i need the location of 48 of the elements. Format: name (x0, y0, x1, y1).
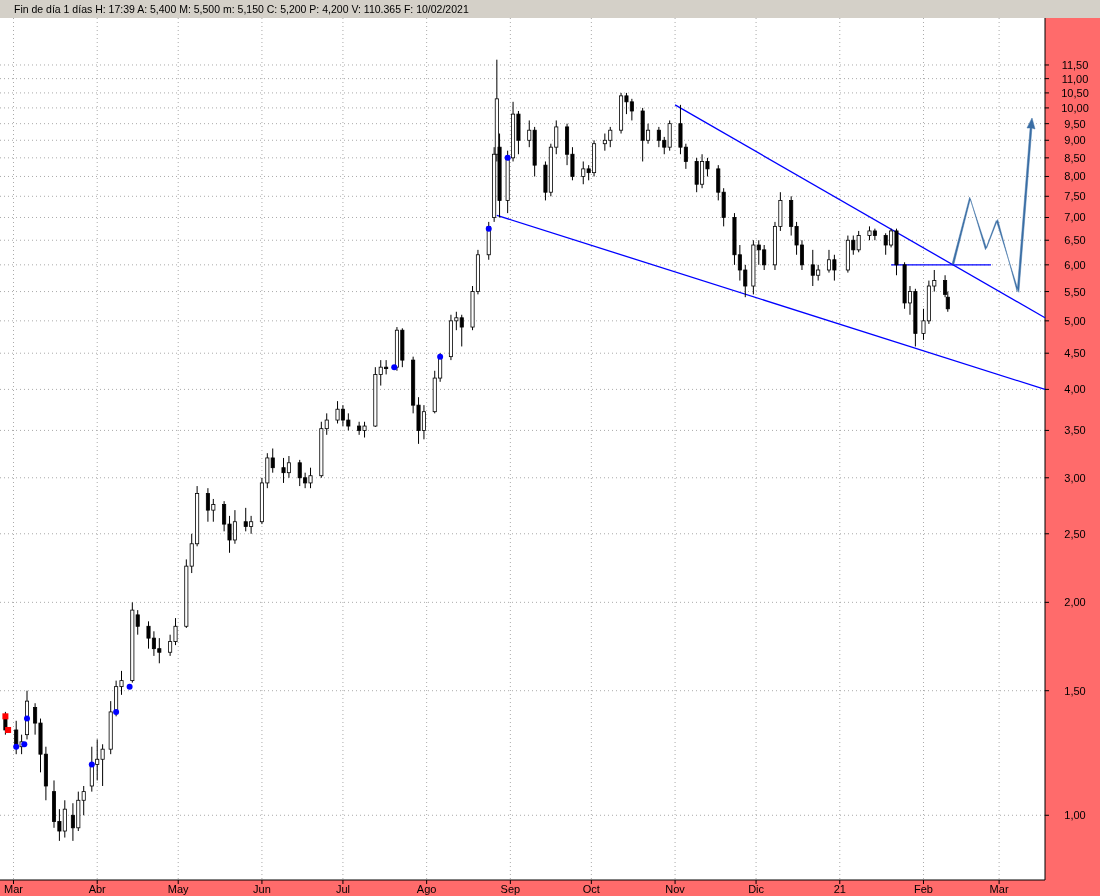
point (113, 708, 120, 715)
x-tick-label: Feb (914, 883, 933, 895)
y-tick-label: 1,00 (1064, 809, 1086, 822)
point (5, 726, 12, 733)
y-tick-label: 8,00 (1064, 170, 1086, 183)
y-tick-label: 7,00 (1064, 211, 1086, 224)
y-tick-label: 10,50 (1061, 86, 1089, 99)
y-tick-label: 6,00 (1064, 258, 1086, 271)
y-tick-label: 1,50 (1064, 684, 1086, 697)
point (2, 713, 9, 720)
y-tick-label: 6,50 (1064, 234, 1086, 247)
point (437, 353, 444, 360)
y-tick-label: 4,00 (1064, 383, 1086, 396)
x-tick-label: May (167, 883, 190, 895)
x-tick-label: Dic (748, 883, 765, 895)
y-tick-label: 9,00 (1064, 134, 1086, 147)
point (391, 364, 398, 371)
x-tick-label: Sep (500, 883, 521, 895)
y-tick-label: 10,00 (1061, 101, 1089, 114)
y-tick-label: 2,50 (1064, 527, 1086, 540)
x-tick-label: Jul (335, 883, 350, 895)
y-tick-label: 3,50 (1064, 424, 1086, 437)
point (504, 154, 511, 161)
x-tick-label: Nov (665, 883, 686, 895)
x-tick-label: Mar (4, 883, 24, 895)
y-tick-label: 8,50 (1064, 151, 1086, 164)
point (88, 761, 95, 768)
point (13, 743, 20, 750)
y-tick-label: 11,00 (1061, 72, 1089, 85)
point (21, 741, 28, 748)
point (24, 715, 30, 722)
x-tick-label: 21 (833, 883, 846, 895)
y-tick-label: 9,50 (1064, 117, 1086, 130)
y-tick-label: 5,50 (1064, 285, 1086, 298)
x-tick-label: Jun (253, 883, 271, 895)
x-tick-label: Abr (88, 883, 107, 895)
y-tick-label: 3,00 (1064, 471, 1086, 484)
y-tick-label: 2,00 (1064, 596, 1086, 609)
y-tick-label: 5,00 (1064, 314, 1086, 327)
y-tick-label: 7,50 (1064, 190, 1086, 203)
point (126, 683, 133, 690)
chart-title: Fin de día 1 días H: 17:39 A: 5,400 M: 5,500 m: 5,150 C: 5,200 P: 4,200 V: 110.365 F: 10/02/2021 (14, 3, 469, 15)
x-tick-label: Ago (416, 883, 437, 895)
y-tick-label: 4,50 (1064, 347, 1086, 360)
y-tick-label: 11,50 (1061, 58, 1089, 71)
point (485, 225, 492, 232)
x-tick-label: Mar (989, 883, 1009, 895)
x-tick-label: Oct (582, 883, 600, 895)
